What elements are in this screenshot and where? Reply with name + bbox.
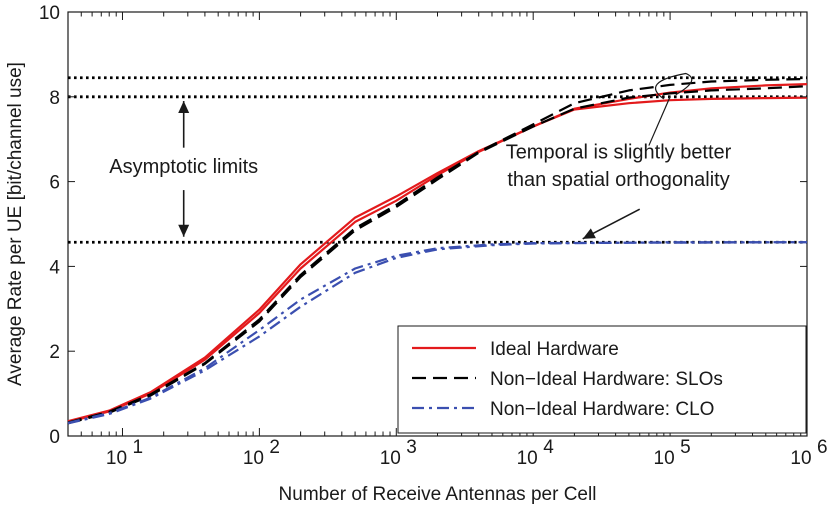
x-tick-label-5: 10	[790, 448, 811, 469]
arrow-temporal-head	[582, 228, 596, 239]
y-tick-label-0: 0	[49, 427, 60, 448]
arrow-up-asymptote-head	[178, 101, 190, 114]
x-tick-label-1: 10	[243, 448, 264, 469]
y-tick-label-5: 10	[39, 3, 60, 24]
y-tick-label-1: 2	[49, 342, 60, 363]
annotation-loop	[655, 72, 693, 100]
x-tick-label-4: 10	[654, 448, 675, 469]
annotation-leader	[648, 96, 671, 146]
y-axis-label: Average Rate per UE [bit/channel use]	[5, 62, 26, 386]
series-line-0	[67, 96, 808, 424]
x-tick-label-2: 10	[380, 448, 401, 469]
series-line-3	[67, 77, 808, 424]
x-tick-exponent-0: 1	[132, 437, 143, 458]
arrow-down-asymptote-head	[178, 224, 190, 237]
legend-label-2: Non−Ideal Hardware: CLO	[490, 399, 714, 420]
series-lines	[67, 77, 808, 425]
series-line-5	[67, 241, 807, 424]
annotation-text-2: than spatial orthogonality	[507, 169, 729, 191]
annotation-text-0: Asymptotic limits	[109, 156, 258, 178]
y-tick-label-2: 4	[49, 257, 60, 278]
annotations: Asymptotic limits Temporal is slightly be…	[109, 72, 732, 240]
legend-box	[397, 325, 807, 434]
x-tick-exponent-1: 2	[269, 437, 280, 458]
legend-label-1: Non−Ideal Hardware: SLOs	[490, 369, 723, 390]
annotation-text-1: Temporal is slightly better	[506, 141, 732, 163]
series-line-1	[67, 83, 808, 423]
y-tick-label-4: 8	[49, 88, 60, 109]
x-tick-label-3: 10	[517, 448, 538, 469]
legend-label-0: Ideal Hardware	[490, 339, 619, 360]
legend: Ideal Hardware Non−Ideal Hardware: SLOs No…	[397, 325, 807, 434]
x-axis-label: Number of Receive Antennas per Cell	[279, 484, 597, 505]
y-tick-label-3: 6	[49, 173, 60, 194]
x-tick-exponent-5: 6	[817, 437, 828, 458]
x-tick-label-0: 10	[106, 448, 127, 469]
x-tick-exponent-3: 4	[543, 437, 554, 458]
x-tick-exponent-2: 3	[406, 437, 417, 458]
x-tick-exponent-4: 5	[680, 437, 691, 458]
